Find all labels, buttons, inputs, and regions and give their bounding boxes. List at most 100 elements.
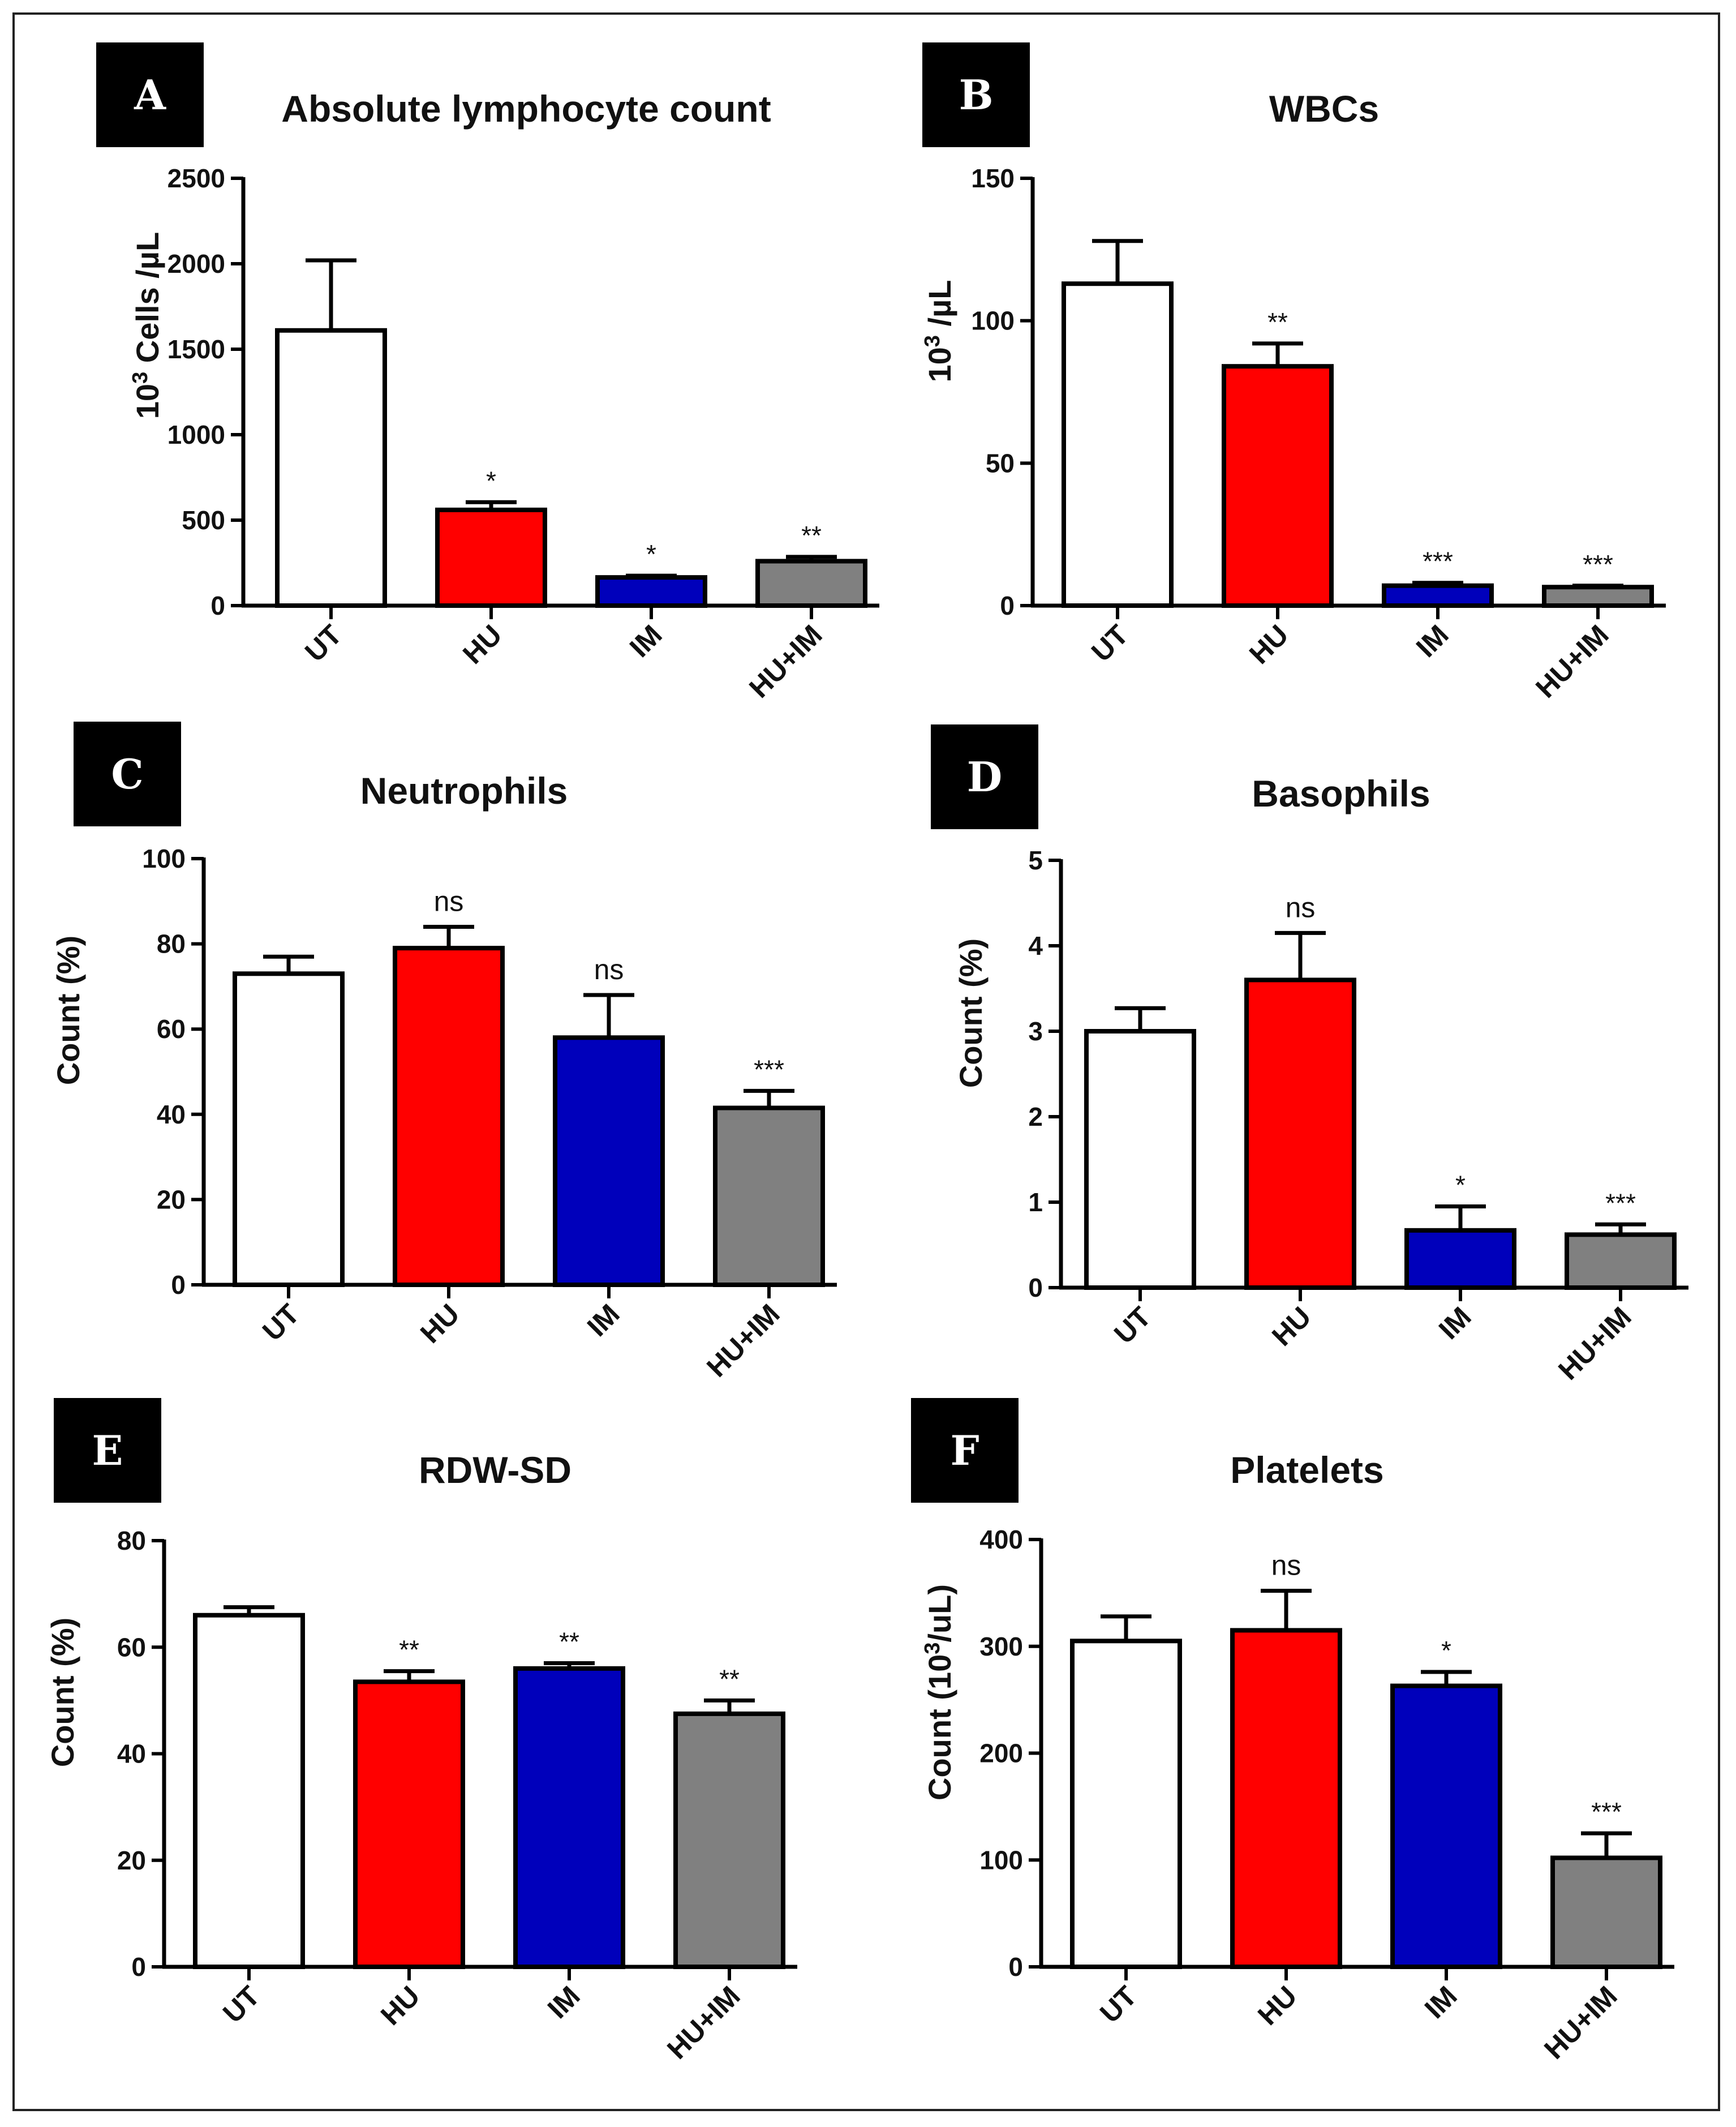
significance-label: ** [399,1635,419,1665]
significance-label: * [486,466,496,495]
y-tick-label: 50 [986,448,1015,478]
x-tick-label: UT [1094,1980,1143,2029]
chart-a: Absolute lymphocyte count 103 Cells /µL … [128,88,879,704]
bar-im [1404,1228,1516,1290]
y-tick-label: 80 [117,1526,146,1555]
panel-c: C Neutrophils Count (%) 0 20 40 60 80 100 UT HU… [34,693,860,1383]
y-tick-label: 0 [1008,1952,1023,1982]
x-tick-label: UT [217,1980,266,2029]
y-tick-label: 0 [171,1270,186,1300]
bar-hu-im [1565,1232,1677,1290]
x-tick-label: HU [1266,1301,1317,1352]
bar-im [1382,583,1494,608]
y-tick-label: 200 [979,1739,1023,1768]
chart-title: Platelets [1230,1449,1383,1491]
significance-label: ** [559,1627,579,1656]
bar-ut [233,971,345,1287]
y-tick-label: 20 [157,1185,186,1214]
bar-ut [1084,1029,1196,1290]
chart-c: Neutrophils Count (%) 0 20 40 60 80 100 UT HU ns… [50,770,837,1383]
significance-label: * [646,539,656,569]
y-axis-label: 103 /µL [921,280,957,382]
bar-hu [1230,1628,1342,1969]
significance-label: *** [1605,1188,1636,1217]
bar-ut [1062,281,1174,608]
y-axis-label: 103 Cells /µL [128,232,165,419]
significance-label: *** [754,1054,784,1084]
significance-label: ns [1271,1550,1301,1581]
bar-ut [1070,1639,1182,1969]
y-tick-label: 20 [117,1846,146,1875]
x-tick-label: IM [1410,619,1455,663]
panel-f: F Platelets Count (103/uL) 0 100 200 300 400… [871,1370,1698,2065]
significance-label: *** [1423,547,1453,576]
x-tick-label: IM [1419,1980,1463,2025]
bar-hu [1222,364,1334,608]
significance-label: ** [801,521,822,550]
y-tick-label: 60 [157,1014,186,1044]
panel-letter: D [931,724,1038,829]
x-tick-label: UT [256,1298,306,1347]
y-tick-label: 300 [979,1632,1023,1661]
chart-title: RDW-SD [419,1449,571,1491]
x-tick-label: HU [375,1980,426,2031]
y-tick-label: 1000 [167,420,225,449]
y-tick-label: 5 [1028,846,1043,875]
x-tick-label: HU [414,1298,466,1349]
y-axis-label: Count (%) [953,938,989,1088]
y-tick-label: 500 [182,505,225,535]
y-tick-label: 1 [1028,1187,1043,1217]
figure-frame [12,12,1720,2111]
chart-title: Neutrophils [360,770,568,812]
y-axis-label: Count (%) [50,936,86,1085]
significance-label: *** [1591,1797,1622,1826]
significance-label: ns [434,885,464,917]
panel-letter: F [911,1398,1019,1503]
bar-hu [435,507,547,608]
chart-title: Absolute lymphocyte count [281,88,771,130]
y-axis-label: Count (103/uL) [921,1584,957,1800]
y-tick-label: 2 [1028,1102,1043,1131]
significance-label: ** [719,1664,740,1693]
bar-im [553,1035,665,1287]
bar-ut [193,1613,305,1969]
y-tick-label: 100 [142,844,186,873]
y-tick-label: 60 [117,1632,146,1662]
significance-label: ** [1267,307,1288,337]
bar-hu [353,1679,465,1970]
bar-hu-im [755,559,867,608]
bar-ut [275,328,387,608]
x-tick-label: UT [299,619,348,668]
y-axis-label: Count (%) [45,1618,80,1767]
bar-hu-im [1542,585,1654,608]
bar-hu-im [673,1711,785,1969]
panel-letter: B [922,42,1030,147]
panel-letter: E [54,1398,161,1503]
panel-letter: C [74,722,181,826]
bar-hu-im [1550,1855,1662,1969]
y-tick-label: 4 [1028,931,1043,960]
x-tick-label: UT [1085,619,1135,668]
x-tick-label: IM [624,619,668,663]
y-tick-label: 80 [157,929,186,959]
y-tick-label: 100 [979,1845,1023,1875]
y-tick-label: 150 [971,164,1015,193]
x-tick-label: HU [457,619,508,670]
chart-title: Basophils [1252,773,1430,814]
bar-im [595,575,707,608]
bar-hu [1244,977,1356,1290]
y-tick-label: 0 [1000,591,1015,620]
bar-hu-im [713,1105,825,1287]
chart-title: WBCs [1269,88,1379,130]
significance-label: * [1441,1636,1451,1665]
y-tick-label: 40 [157,1100,186,1129]
y-tick-label: 400 [979,1525,1023,1554]
bar-hu [393,946,505,1287]
y-tick-label: 0 [210,591,225,620]
significance-label: *** [1583,550,1613,579]
x-tick-label: IM [1433,1301,1477,1345]
x-tick-label: IM [542,1980,586,2025]
x-tick-label: IM [581,1298,626,1343]
